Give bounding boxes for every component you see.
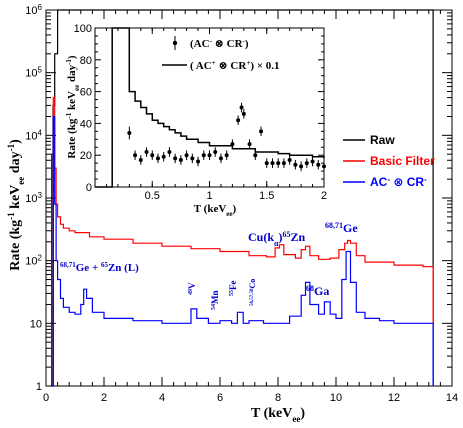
inset-data-point: [230, 142, 235, 147]
inset-data-point: [316, 162, 321, 167]
inset-y-axis-title: Rate (kg-1 keVee day-1): [65, 55, 81, 159]
inset-data-point: [239, 105, 244, 110]
peak-label-fe: 55Fe: [228, 281, 238, 297]
inset-data-point: [281, 161, 286, 166]
inset-data-point: [207, 153, 212, 158]
inset-x-tick-label: 1: [206, 190, 212, 202]
inset-data-point: [224, 153, 229, 158]
inset-data-point: [299, 164, 304, 169]
inset-background: [95, 28, 324, 187]
inset-x-tick-label: 1.5: [259, 190, 274, 202]
inset-series-group: [95, 27, 326, 188]
inset-data-point: [213, 150, 218, 155]
x-axis-title: T (keVee): [251, 406, 305, 424]
inset-data-point: [276, 161, 281, 166]
inset-data-point: [264, 161, 269, 166]
inset-data-point: [247, 142, 252, 147]
inset-data-point: [259, 129, 264, 134]
peak-label-cu-zn: Cu(kα)65Zn: [248, 230, 305, 248]
inset-data-point: [287, 157, 292, 162]
y-tick-label: 103: [25, 191, 42, 206]
y-tick-label: 10: [30, 318, 42, 330]
inset-legend-points-label: (AC- ⊗ CR-): [190, 37, 249, 50]
inset-data-point: [201, 153, 206, 158]
inset-data-point: [127, 130, 132, 135]
inset-data-point: [144, 150, 149, 155]
inset-legend: (AC- ⊗ CR-) ( AC+ ⊗ CR+) × 0.1: [162, 36, 280, 72]
inset-data-point: [161, 154, 166, 159]
y-tick-label: 106: [25, 3, 42, 18]
inset-data-point: [218, 156, 223, 161]
y-tick-label: 102: [25, 253, 42, 268]
inset-data-point: [173, 156, 178, 161]
inset-data-point: [178, 157, 183, 162]
legend-basic-label: Basic Filter: [370, 154, 435, 168]
main-legend: Raw Basic Filter AC- ⊗ CR-: [343, 133, 435, 189]
inset-data-point: [253, 153, 258, 158]
y-axis-title: Rate (kg-1 keVee day-1): [6, 139, 26, 271]
inset-data-point: [138, 157, 143, 162]
inset-y-tick-label: 100: [74, 23, 92, 35]
peak-label-ge-zn-l: 68,71Ge + 65Zn (L): [60, 261, 139, 274]
inset-data-point: [167, 150, 172, 155]
inset-data-point: [150, 153, 155, 158]
inset-y-tick-label: 40: [80, 118, 92, 130]
x-tick-label: 8: [275, 392, 281, 404]
x-tick-label: 0: [43, 392, 49, 404]
x-tick-label: 6: [217, 392, 223, 404]
peak-label-mn: 54Mn: [210, 291, 220, 311]
inset-data-point: [133, 153, 138, 158]
y-tick-label: 105: [25, 65, 42, 80]
inset-data-point: [270, 161, 275, 166]
peak-label-ga: 68Ga: [306, 284, 329, 299]
inset-x-tick-label: 0.5: [145, 190, 160, 202]
peak-label-co: 56,57,58Co: [248, 279, 257, 306]
peak-annotations: 68,71Ge + 65Zn (L) 49V 54Mn 55Fe 56,57,5…: [60, 221, 358, 311]
peak-label-ge: 68,71Ge: [325, 221, 358, 236]
inset-y-tick-label: 0: [86, 182, 92, 194]
inset-data-point: [196, 159, 201, 164]
inset-data-point: [310, 159, 315, 164]
inset-y-tick-label: 60: [80, 87, 92, 99]
legend-raw-label: Raw: [370, 133, 395, 147]
inset-data-point: [304, 161, 309, 166]
inset-data-point: [236, 118, 241, 123]
inset-data-point: [241, 111, 246, 116]
inset-y-tick-label: 20: [80, 150, 92, 162]
x-tick-label: 10: [330, 392, 342, 404]
inset-data-point: [184, 153, 189, 158]
inset-x-axis-title: T (keVee): [194, 203, 237, 218]
x-tick-label: 12: [388, 392, 400, 404]
y-tick-label: 104: [25, 128, 42, 143]
x-tick-label: 2: [101, 392, 107, 404]
peak-label-v: 49V: [187, 282, 197, 295]
ac-cr-series-line: [51, 115, 434, 387]
inset-legend-points-marker: [172, 40, 178, 46]
inset-data-point: [155, 156, 160, 161]
legend-ac-label: AC- ⊗ CR-: [370, 175, 427, 190]
inset-data-point: [190, 156, 195, 161]
basic-filter-series-line: [51, 97, 434, 387]
y-tick-label: 1: [36, 381, 42, 393]
inset-x-tick-label: 2: [321, 190, 327, 202]
inset-y-tick-label: 80: [80, 55, 92, 67]
main-series-group: [50, 9, 434, 387]
inset-legend-line-label: ( AC+ ⊗ CR+) × 0.1: [190, 59, 280, 72]
x-tick-label: 14: [446, 392, 458, 404]
x-tick-label: 4: [159, 392, 165, 404]
inset-data-point: [293, 162, 298, 167]
inset-scaled-series-line: [95, 27, 325, 188]
